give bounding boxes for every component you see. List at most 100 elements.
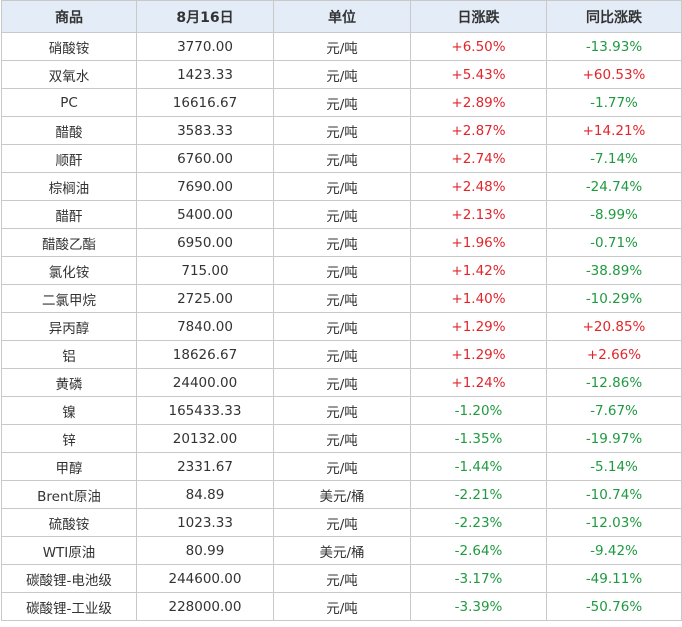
price-cell: 2725.00 xyxy=(136,284,274,313)
daily-change-cell: +1.42% xyxy=(410,256,547,285)
unit-cell: 元/吨 xyxy=(273,340,411,369)
commodity-name-cell: 镍 xyxy=(1,396,137,425)
price-cell: 7840.00 xyxy=(136,312,274,341)
table-row: Brent原油 84.89 美元/桶 -2.21% -10.74% xyxy=(1,480,682,509)
header-daily-change: 日涨跌 xyxy=(410,0,547,33)
table-row: 氯化铵 715.00 元/吨 +1.42% -38.89% xyxy=(1,256,682,285)
yoy-change-cell: -7.14% xyxy=(546,144,682,173)
price-cell: 715.00 xyxy=(136,256,274,285)
yoy-change-cell: -50.76% xyxy=(546,592,682,621)
header-commodity: 商品 xyxy=(1,0,137,33)
unit-cell: 元/吨 xyxy=(273,172,411,201)
daily-change-cell: +2.89% xyxy=(410,88,547,117)
daily-change-cell: -1.35% xyxy=(410,424,547,453)
unit-cell: 元/吨 xyxy=(273,508,411,537)
table-row: WTI原油 80.99 美元/桶 -2.64% -9.42% xyxy=(1,536,682,565)
price-cell: 1023.33 xyxy=(136,508,274,537)
unit-cell: 元/吨 xyxy=(273,452,411,481)
table-row: 碳酸锂-工业级 228000.00 元/吨 -3.39% -50.76% xyxy=(1,592,682,621)
commodity-name-cell: 甲醇 xyxy=(1,452,137,481)
price-cell: 6760.00 xyxy=(136,144,274,173)
daily-change-cell: -2.21% xyxy=(410,480,547,509)
daily-change-cell: +1.96% xyxy=(410,228,547,257)
price-cell: 20132.00 xyxy=(136,424,274,453)
table-row: 二氯甲烷 2725.00 元/吨 +1.40% -10.29% xyxy=(1,284,682,313)
daily-change-cell: +2.13% xyxy=(410,200,547,229)
header-date-price: 8月16日 xyxy=(136,0,274,33)
yoy-change-cell: -19.97% xyxy=(546,424,682,453)
price-cell: 7690.00 xyxy=(136,172,274,201)
table-row: 硝酸铵 3770.00 元/吨 +6.50% -13.93% xyxy=(1,32,682,61)
daily-change-cell: -3.39% xyxy=(410,592,547,621)
yoy-change-cell: -9.42% xyxy=(546,536,682,565)
header-unit: 单位 xyxy=(273,0,411,33)
commodity-name-cell: 硫酸铵 xyxy=(1,508,137,537)
yoy-change-cell: -12.03% xyxy=(546,508,682,537)
price-cell: 244600.00 xyxy=(136,564,274,593)
yoy-change-cell: +20.85% xyxy=(546,312,682,341)
price-cell: 3770.00 xyxy=(136,32,274,61)
daily-change-cell: -2.23% xyxy=(410,508,547,537)
table-row: 镍 165433.33 元/吨 -1.20% -7.67% xyxy=(1,396,682,425)
price-cell: 18626.67 xyxy=(136,340,274,369)
daily-change-cell: +2.48% xyxy=(410,172,547,201)
table-row: 双氧水 1423.33 元/吨 +5.43% +60.53% xyxy=(1,60,682,89)
unit-cell: 元/吨 xyxy=(273,60,411,89)
yoy-change-cell: +2.66% xyxy=(546,340,682,369)
table-row: 醋酸 3583.33 元/吨 +2.87% +14.21% xyxy=(1,116,682,145)
unit-cell: 元/吨 xyxy=(273,564,411,593)
price-cell: 1423.33 xyxy=(136,60,274,89)
commodity-name-cell: 顺酐 xyxy=(1,144,137,173)
yoy-change-cell: -38.89% xyxy=(546,256,682,285)
table-row: 铝 18626.67 元/吨 +1.29% +2.66% xyxy=(1,340,682,369)
yoy-change-cell: +14.21% xyxy=(546,116,682,145)
yoy-change-cell: -12.86% xyxy=(546,368,682,397)
table-row: 黄磷 24400.00 元/吨 +1.24% -12.86% xyxy=(1,368,682,397)
price-cell: 24400.00 xyxy=(136,368,274,397)
table-row: 异丙醇 7840.00 元/吨 +1.29% +20.85% xyxy=(1,312,682,341)
table-row: 甲醇 2331.67 元/吨 -1.44% -5.14% xyxy=(1,452,682,481)
unit-cell: 元/吨 xyxy=(273,256,411,285)
yoy-change-cell: -8.99% xyxy=(546,200,682,229)
daily-change-cell: +1.24% xyxy=(410,368,547,397)
commodity-name-cell: PC xyxy=(1,88,137,117)
daily-change-cell: -3.17% xyxy=(410,564,547,593)
table-row: 醋酐 5400.00 元/吨 +2.13% -8.99% xyxy=(1,200,682,229)
table-row: 顺酐 6760.00 元/吨 +2.74% -7.14% xyxy=(1,144,682,173)
commodity-name-cell: 碳酸锂-工业级 xyxy=(1,592,137,621)
commodity-name-cell: WTI原油 xyxy=(1,536,137,565)
unit-cell: 元/吨 xyxy=(273,424,411,453)
table-body: 硝酸铵 3770.00 元/吨 +6.50% -13.93% 双氧水 1423.33 元/吨 +… xyxy=(1,32,682,621)
unit-cell: 元/吨 xyxy=(273,200,411,229)
price-cell: 3583.33 xyxy=(136,116,274,145)
daily-change-cell: +2.87% xyxy=(410,116,547,145)
table-header-row: 商品 8月16日 单位 日涨跌 同比涨跌 xyxy=(1,0,682,33)
table-row: 硫酸铵 1023.33 元/吨 -2.23% -12.03% xyxy=(1,508,682,537)
daily-change-cell: +1.29% xyxy=(410,340,547,369)
commodity-name-cell: 二氯甲烷 xyxy=(1,284,137,313)
daily-change-cell: +6.50% xyxy=(410,32,547,61)
yoy-change-cell: +60.53% xyxy=(546,60,682,89)
commodity-name-cell: 醋酸乙酯 xyxy=(1,228,137,257)
unit-cell: 元/吨 xyxy=(273,284,411,313)
commodity-name-cell: 醋酐 xyxy=(1,200,137,229)
table-row: 碳酸锂-电池级 244600.00 元/吨 -3.17% -49.11% xyxy=(1,564,682,593)
unit-cell: 美元/桶 xyxy=(273,536,411,565)
commodity-name-cell: 碳酸锂-电池级 xyxy=(1,564,137,593)
yoy-change-cell: -10.29% xyxy=(546,284,682,313)
table-row: 醋酸乙酯 6950.00 元/吨 +1.96% -0.71% xyxy=(1,228,682,257)
unit-cell: 元/吨 xyxy=(273,88,411,117)
yoy-change-cell: -5.14% xyxy=(546,452,682,481)
commodity-name-cell: 锌 xyxy=(1,424,137,453)
daily-change-cell: -1.44% xyxy=(410,452,547,481)
daily-change-cell: +2.74% xyxy=(410,144,547,173)
price-cell: 16616.67 xyxy=(136,88,274,117)
commodity-name-cell: 双氧水 xyxy=(1,60,137,89)
commodity-name-cell: 黄磷 xyxy=(1,368,137,397)
unit-cell: 元/吨 xyxy=(273,592,411,621)
price-cell: 80.99 xyxy=(136,536,274,565)
commodity-name-cell: 醋酸 xyxy=(1,116,137,145)
table-row: 锌 20132.00 元/吨 -1.35% -19.97% xyxy=(1,424,682,453)
yoy-change-cell: -13.93% xyxy=(546,32,682,61)
